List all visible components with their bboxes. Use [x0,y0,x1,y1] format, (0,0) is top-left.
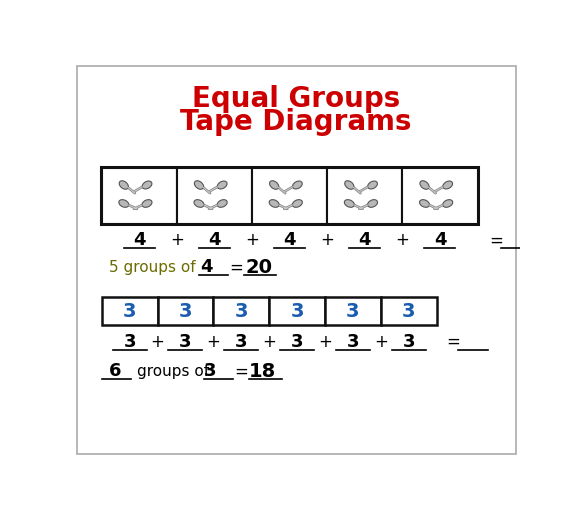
Ellipse shape [368,181,377,189]
Text: 4: 4 [133,231,146,249]
Ellipse shape [269,200,279,208]
Ellipse shape [443,200,453,208]
Text: +: + [150,333,164,351]
Bar [269,298,325,325]
Ellipse shape [420,181,429,190]
Text: groups of: groups of [138,364,209,379]
Text: +: + [395,231,409,249]
Ellipse shape [194,200,204,208]
Text: 4: 4 [358,231,371,249]
Ellipse shape [142,200,152,208]
Text: 5 groups of: 5 groups of [109,260,196,275]
Bar [101,167,479,224]
Bar [102,298,157,325]
Ellipse shape [269,181,279,190]
Text: +: + [262,333,276,351]
Text: 4: 4 [200,259,213,277]
Text: +: + [206,333,220,351]
Ellipse shape [344,200,354,208]
Text: +: + [170,231,184,249]
Ellipse shape [217,200,227,208]
Text: 3: 3 [346,302,360,321]
Ellipse shape [443,181,453,189]
Text: 20: 20 [246,258,272,277]
Ellipse shape [344,181,354,190]
Ellipse shape [217,181,227,189]
Text: Equal Groups: Equal Groups [192,85,401,113]
Bar [327,168,402,224]
Text: 18: 18 [249,362,276,381]
Text: 3: 3 [235,302,248,321]
Text: 3: 3 [179,302,192,321]
Ellipse shape [420,200,429,208]
Text: =: = [447,333,461,351]
Ellipse shape [142,181,152,189]
Text: Tape Diagrams: Tape Diagrams [180,108,412,136]
Text: =: = [234,363,248,381]
Bar [213,298,269,325]
Text: 3: 3 [123,302,136,321]
Bar [102,168,177,224]
Ellipse shape [292,200,302,208]
Ellipse shape [194,181,203,190]
Bar [325,298,381,325]
Bar [402,168,477,224]
Text: +: + [245,231,259,249]
Text: +: + [318,333,332,351]
Text: 4: 4 [208,231,221,249]
Text: +: + [320,231,334,249]
Bar [157,298,213,325]
Text: 3: 3 [235,333,247,351]
Text: =: = [489,231,503,249]
Ellipse shape [292,181,302,189]
Text: 3: 3 [123,333,136,351]
Bar [381,298,436,325]
Text: 3: 3 [347,333,359,351]
Text: 3: 3 [402,302,416,321]
Text: =: = [229,259,243,277]
Bar [177,168,252,224]
Text: 3: 3 [290,302,304,321]
Text: 4: 4 [434,231,446,249]
Bar [252,168,327,224]
Text: 3: 3 [204,363,216,381]
Ellipse shape [119,200,129,208]
Text: 3: 3 [291,333,303,351]
Text: +: + [374,333,388,351]
Text: 6: 6 [109,363,121,381]
Text: 3: 3 [402,333,415,351]
Text: 4: 4 [283,231,296,249]
Ellipse shape [368,200,377,208]
Text: 3: 3 [179,333,192,351]
Ellipse shape [119,181,128,190]
